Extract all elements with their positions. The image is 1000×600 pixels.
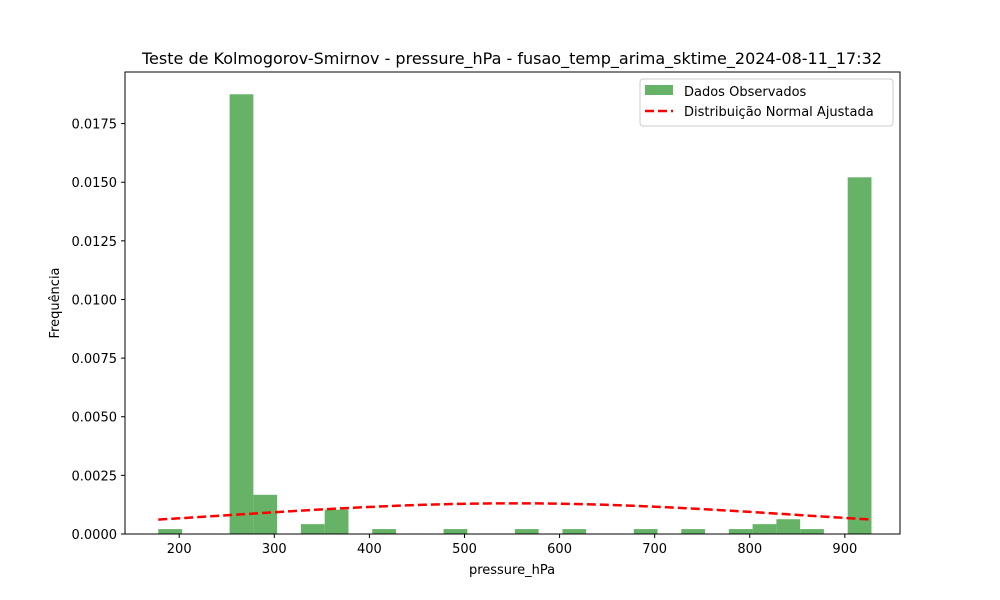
y-tick-label: 0.0150 — [72, 176, 118, 191]
histogram-bar — [681, 529, 706, 534]
histogram-bar — [800, 529, 824, 534]
y-tick-label: 0.0000 — [72, 528, 118, 543]
plot-frame — [124, 71, 901, 535]
histogram-bars — [158, 94, 872, 535]
y-tick-label: 0.0050 — [72, 411, 118, 426]
x-tick-label: 400 — [357, 542, 382, 557]
plot-area — [125, 72, 900, 534]
legend: Dados Observados Distribuição Normal Aju… — [639, 78, 894, 127]
histogram-bar — [229, 94, 254, 535]
x-axis-label: pressure_hPa — [469, 563, 555, 578]
x-tick-label: 800 — [737, 542, 762, 557]
y-tick-label: 0.0100 — [72, 293, 118, 308]
x-tick-label: 600 — [547, 542, 572, 557]
y-axis-label: Frequência — [48, 267, 63, 338]
histogram-bar — [633, 529, 658, 534]
histogram-bar — [443, 529, 468, 534]
histogram-bar — [562, 529, 587, 534]
histogram-bar — [300, 524, 325, 534]
legend-label-observed: Dados Observados — [684, 85, 807, 100]
x-tick-label: 900 — [832, 542, 857, 557]
x-tick-label: 300 — [262, 542, 287, 557]
histogram-bar — [514, 529, 539, 534]
x-tick-label: 700 — [642, 542, 667, 557]
histogram-bar — [847, 177, 872, 535]
histogram-bar — [158, 529, 183, 534]
y-tick-label: 0.0075 — [72, 352, 118, 367]
histogram-bar — [324, 509, 349, 534]
y-tick-label: 0.0025 — [72, 469, 118, 484]
y-axis-ticks: 0.0000 0.0025 0.0050 0.0075 0.0100 0.0125 0.01… — [72, 118, 125, 543]
histogram-bar — [253, 494, 278, 534]
chart-title: Teste de Kolmogorov-Smirnov - pressure_h… — [141, 49, 882, 69]
x-tick-label: 500 — [452, 542, 477, 557]
y-tick-label: 0.0125 — [72, 235, 118, 250]
legend-swatch-observed — [645, 85, 673, 95]
histogram-bar — [776, 519, 801, 534]
normal-fit-curve — [158, 502, 872, 521]
histogram-bar — [752, 524, 777, 534]
y-tick-label: 0.0175 — [72, 118, 118, 133]
legend-label-normal-fit: Distribuição Normal Ajustada — [684, 105, 874, 120]
histogram-bar — [372, 529, 397, 534]
x-tick-label: 200 — [167, 542, 192, 557]
legend-box — [639, 78, 894, 127]
x-axis-ticks: 200 300 400 500 600 700 800 900 — [167, 534, 857, 557]
histogram-bar — [728, 529, 753, 534]
